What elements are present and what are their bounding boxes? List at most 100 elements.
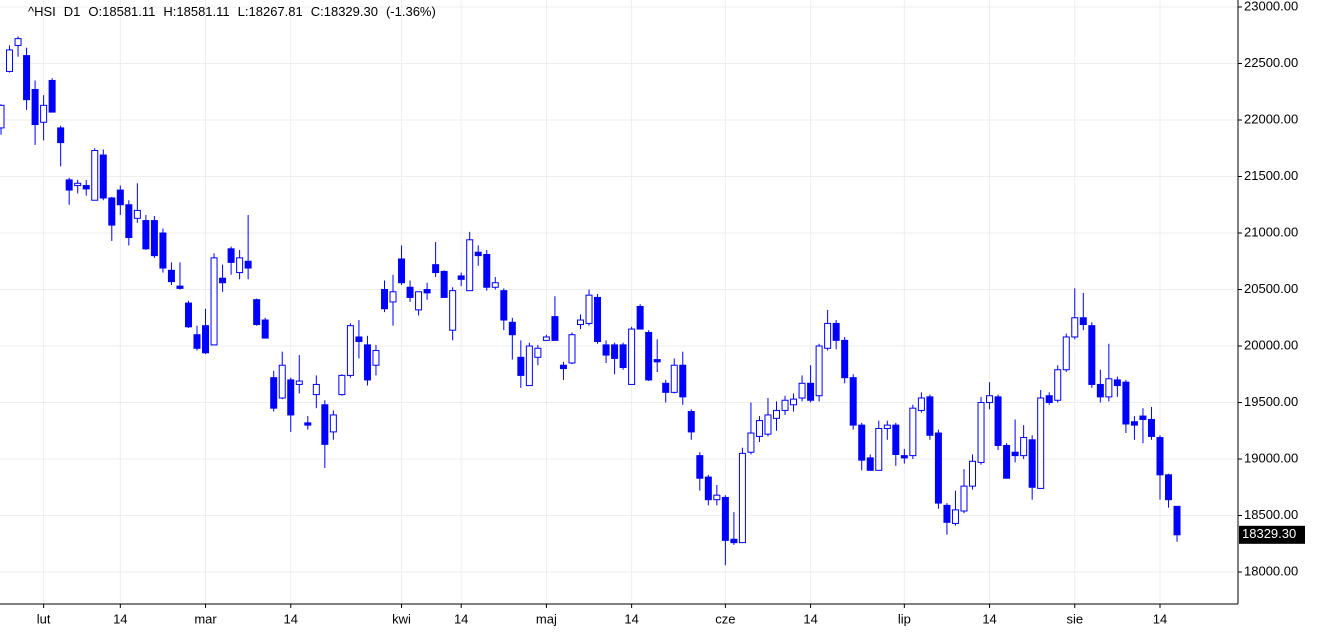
candle-body bbox=[849, 377, 857, 426]
header-item: ^HSI bbox=[28, 4, 56, 19]
header-item: (-1.36%) bbox=[385, 4, 436, 19]
candle-body bbox=[1122, 381, 1130, 425]
candle-body bbox=[423, 289, 431, 294]
candle-body bbox=[159, 232, 167, 269]
candle-body bbox=[841, 339, 849, 379]
candle-body bbox=[278, 364, 286, 399]
y-tick-label: 21500.00 bbox=[1244, 168, 1298, 183]
candle-body bbox=[1020, 437, 1028, 457]
candle-body bbox=[1003, 444, 1011, 479]
candle-body bbox=[219, 277, 227, 284]
candle-body bbox=[960, 485, 968, 512]
candle-body bbox=[23, 55, 31, 101]
candle-body bbox=[125, 204, 133, 239]
candle-body bbox=[951, 509, 959, 524]
candle-body bbox=[917, 397, 925, 411]
candle-body bbox=[14, 38, 22, 46]
candle-body bbox=[346, 325, 354, 376]
candle-body bbox=[1105, 378, 1113, 398]
candle-body bbox=[176, 285, 184, 289]
candle-body bbox=[713, 494, 721, 501]
candle-body bbox=[807, 382, 815, 401]
x-tick-label: lut bbox=[37, 611, 51, 626]
header-item: H:18581.11 bbox=[163, 4, 230, 19]
candle-body bbox=[133, 209, 141, 219]
candle-body bbox=[628, 328, 636, 385]
candle-body bbox=[380, 289, 388, 310]
candle-body bbox=[611, 344, 619, 359]
candle-body bbox=[1062, 336, 1070, 371]
candle-body bbox=[466, 239, 474, 292]
candle-body bbox=[483, 253, 491, 288]
candle-body bbox=[295, 380, 303, 385]
candle-body bbox=[406, 286, 414, 298]
y-tick-label: 18500.00 bbox=[1244, 507, 1298, 522]
candle-body bbox=[6, 49, 14, 72]
header-item: L:18267.81 bbox=[237, 4, 303, 19]
candle-body bbox=[432, 264, 440, 274]
candle-body bbox=[389, 291, 397, 303]
candle-body bbox=[244, 260, 252, 269]
y-tick-label: 19500.00 bbox=[1244, 394, 1298, 409]
y-tick-label: 22000.00 bbox=[1244, 111, 1298, 126]
candle-body bbox=[576, 319, 584, 326]
candle-body bbox=[82, 185, 90, 190]
last-price-box bbox=[1239, 525, 1305, 544]
header-item: D1 bbox=[63, 4, 81, 19]
candle-body bbox=[602, 344, 610, 356]
x-tick-label: maj bbox=[536, 611, 557, 626]
candle-body bbox=[1130, 421, 1138, 426]
candle-body bbox=[1037, 397, 1045, 489]
candle-body bbox=[755, 420, 763, 437]
candle-body bbox=[329, 414, 337, 433]
candle-body bbox=[372, 350, 380, 366]
candle-body bbox=[116, 189, 124, 206]
candle-body bbox=[594, 296, 602, 342]
candle-body bbox=[48, 79, 56, 113]
candle-body bbox=[253, 299, 261, 326]
candle-body bbox=[1079, 317, 1087, 326]
x-tick-label: 14 bbox=[284, 611, 298, 626]
candle-body bbox=[1165, 474, 1173, 501]
x-tick-label: 14 bbox=[624, 611, 638, 626]
x-tick-label: 14 bbox=[113, 611, 127, 626]
candle-body bbox=[1011, 451, 1019, 457]
candle-body bbox=[832, 322, 840, 341]
x-tick-label: lip bbox=[898, 611, 911, 626]
candle-body bbox=[193, 334, 201, 349]
candle-body bbox=[738, 452, 746, 544]
candle-body bbox=[866, 457, 874, 471]
candle-body bbox=[883, 424, 891, 430]
last-price-label: 18329.30 bbox=[1242, 526, 1296, 541]
candle-body bbox=[184, 302, 192, 328]
candle-body bbox=[568, 334, 576, 364]
candle-body bbox=[781, 399, 789, 411]
x-tick-label: 14 bbox=[982, 611, 996, 626]
candle-body bbox=[662, 382, 670, 393]
candle-body bbox=[687, 411, 695, 433]
x-tick-label: sie bbox=[1066, 611, 1083, 626]
candle-body bbox=[977, 402, 985, 463]
candle-body bbox=[1156, 437, 1164, 476]
candle-body bbox=[65, 179, 73, 191]
candle-body bbox=[815, 345, 823, 397]
candle-body bbox=[1173, 505, 1181, 536]
y-tick-label: 23000.00 bbox=[1244, 0, 1298, 13]
candle-body bbox=[0, 104, 5, 129]
candle-body bbox=[790, 398, 798, 406]
candle-body bbox=[704, 476, 712, 501]
candle-body bbox=[1054, 369, 1062, 401]
candle-body bbox=[415, 291, 423, 311]
candle-body bbox=[551, 316, 559, 341]
candle-body bbox=[312, 383, 320, 396]
candle-body bbox=[500, 290, 508, 321]
y-tick-label: 18000.00 bbox=[1244, 563, 1298, 578]
x-tick-label: 14 bbox=[1153, 611, 1167, 626]
y-tick-label: 19000.00 bbox=[1244, 450, 1298, 465]
x-tick-label: 14 bbox=[803, 611, 817, 626]
candle-body bbox=[474, 251, 482, 257]
candle-body bbox=[287, 379, 295, 416]
candle-body bbox=[764, 414, 772, 435]
